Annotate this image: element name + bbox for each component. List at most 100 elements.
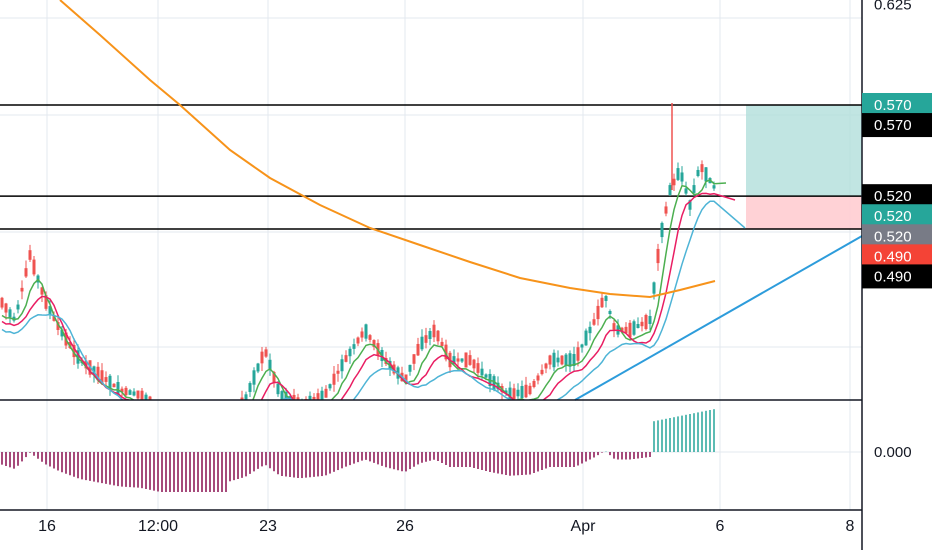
candle-body (508, 387, 512, 400)
candle-body (456, 358, 460, 362)
candle-body (360, 331, 364, 338)
candle-body (237, 405, 240, 411)
price-tag-label: 0.520 (874, 208, 912, 225)
candle-body (416, 343, 420, 356)
candle-body (193, 428, 196, 435)
candle-body (404, 374, 408, 381)
candle-body (688, 200, 692, 210)
candle-body (72, 344, 76, 358)
candle-body (205, 433, 208, 442)
price-tag (862, 244, 932, 269)
candle-body (348, 348, 352, 357)
oscillator-histogram (1, 409, 715, 492)
candle-body (672, 178, 676, 186)
candle-body (296, 397, 300, 400)
price-tag (862, 113, 932, 138)
candle-body (628, 322, 632, 338)
candle-body (217, 428, 220, 433)
price-tag-label: 0.490 (874, 248, 912, 265)
candle-body (96, 366, 100, 381)
candle-body (52, 315, 56, 321)
candle-body (272, 371, 276, 383)
candle-body (592, 319, 596, 325)
candle-body (504, 390, 508, 394)
candle-body (552, 352, 556, 368)
candle-body (252, 370, 256, 385)
candle-body (20, 287, 24, 292)
candle-body (4, 303, 8, 313)
candle-body (604, 296, 608, 301)
candle-body (301, 401, 304, 408)
candle-body (336, 370, 340, 374)
candle-body (520, 386, 524, 398)
ma-slow-line (1, 200, 746, 400)
candle-body (568, 353, 572, 367)
candle-body (584, 330, 588, 346)
candle-body (564, 354, 568, 366)
candle-body (240, 397, 244, 400)
candle-body (32, 259, 36, 275)
candle-body (644, 314, 648, 330)
candle-body (484, 374, 488, 378)
candle-body (712, 185, 716, 189)
price-tag-label: 0.570 (874, 97, 912, 114)
candle-body (177, 417, 180, 432)
candle-body (652, 282, 656, 294)
candle-body (528, 385, 532, 395)
candle-body (412, 354, 416, 364)
candle-body (472, 359, 476, 369)
candle-body (116, 382, 120, 395)
x-tick-label: 12:00 (138, 518, 178, 535)
candle-body (700, 164, 704, 173)
candle-body (40, 287, 44, 295)
candle-body (676, 168, 680, 180)
candle-body (12, 316, 16, 321)
candle-body (356, 337, 360, 344)
candle-body (640, 321, 644, 327)
candle-body (684, 188, 688, 194)
candle-body (221, 421, 224, 431)
y-tick-label: 0.625 (874, 0, 912, 14)
candle-body (16, 304, 20, 310)
candle-body (428, 331, 432, 339)
candle-body (460, 358, 464, 362)
candle-body (92, 366, 96, 375)
candle-body (100, 370, 104, 383)
position-stop-zone (746, 196, 862, 229)
candle-body (48, 306, 52, 314)
candle-body (424, 335, 428, 343)
ma-long-line (59, 0, 716, 299)
candle-body (209, 435, 212, 446)
candles (0, 0, 746, 446)
trendline (574, 235, 863, 401)
candle-body (492, 376, 496, 390)
candle-body (124, 387, 128, 396)
position-target-zone (746, 105, 862, 197)
candle-body (268, 359, 272, 371)
candle-body (512, 388, 516, 400)
candle-body (524, 384, 528, 398)
x-tick-label: 16 (38, 518, 56, 535)
candle-body (664, 206, 668, 214)
candle-body (173, 416, 176, 427)
candle-body (128, 390, 132, 395)
candle-body (632, 321, 636, 335)
candle-body (612, 323, 616, 330)
candle-body (308, 395, 312, 400)
candle-body (108, 375, 112, 390)
candle-body (316, 393, 320, 400)
candle-body (161, 409, 164, 417)
candle-body (229, 415, 232, 418)
candle-body (56, 322, 60, 330)
price-tag (862, 93, 932, 117)
candle-body (140, 390, 144, 400)
candle-body (112, 383, 116, 388)
candle-body (280, 391, 284, 400)
candle-body (680, 172, 684, 182)
candle-body (536, 375, 540, 381)
candle-body (432, 324, 436, 338)
candle-body (480, 368, 484, 376)
ma-fast-line (1, 179, 727, 400)
price-tag-label: 0.520 (874, 188, 912, 205)
